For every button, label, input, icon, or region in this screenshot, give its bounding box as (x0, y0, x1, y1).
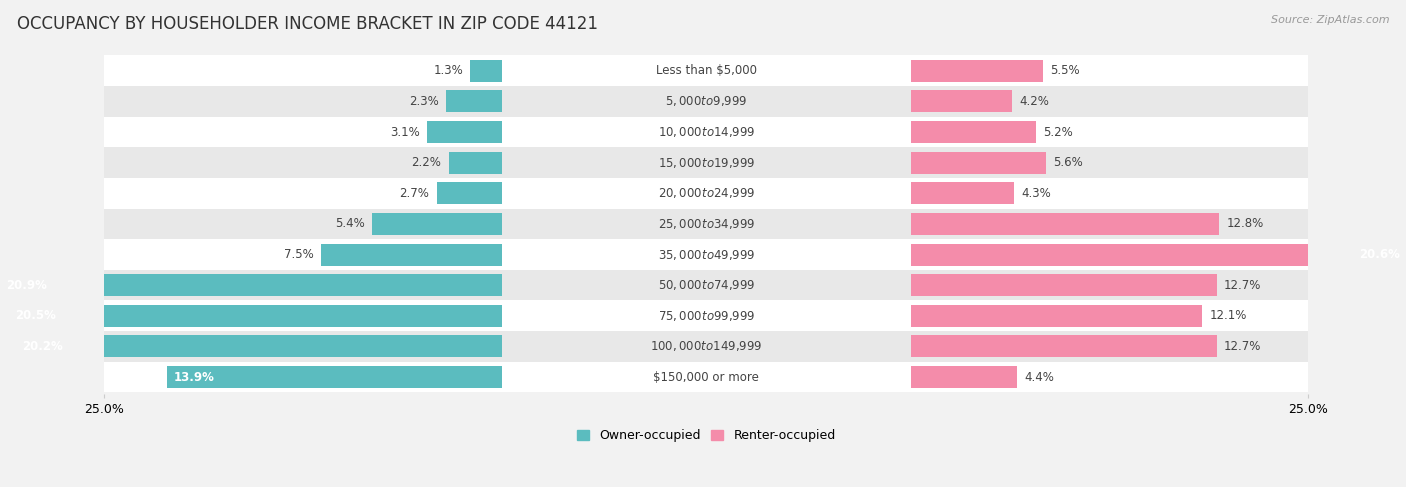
Bar (0, 274, 502, 296)
Bar (911, 244, 1406, 265)
Text: Source: ZipAtlas.com: Source: ZipAtlas.com (1271, 15, 1389, 25)
Text: 4.2%: 4.2% (1019, 95, 1049, 108)
Bar (104, 362, 1308, 393)
Bar (437, 182, 502, 205)
Bar (446, 91, 502, 112)
Bar (427, 121, 502, 143)
Bar (911, 274, 1216, 296)
Bar (104, 56, 1308, 86)
Text: 2.3%: 2.3% (409, 95, 439, 108)
Text: 12.1%: 12.1% (1209, 309, 1247, 322)
Text: 12.8%: 12.8% (1226, 217, 1264, 230)
Text: $25,000 to $34,999: $25,000 to $34,999 (658, 217, 755, 231)
Text: 5.6%: 5.6% (1053, 156, 1083, 169)
Text: 5.4%: 5.4% (335, 217, 364, 230)
Bar (104, 331, 1308, 362)
Bar (911, 366, 1017, 388)
Bar (104, 239, 1308, 270)
Bar (104, 300, 1308, 331)
Bar (449, 151, 502, 174)
Text: 20.5%: 20.5% (15, 309, 56, 322)
Bar (104, 178, 1308, 208)
Text: Less than $5,000: Less than $5,000 (655, 64, 756, 77)
Text: 13.9%: 13.9% (174, 371, 215, 384)
Bar (104, 148, 1308, 178)
Bar (911, 336, 1216, 357)
Text: 12.7%: 12.7% (1223, 340, 1261, 353)
Text: 2.2%: 2.2% (412, 156, 441, 169)
Text: 4.4%: 4.4% (1024, 371, 1054, 384)
Text: 2.7%: 2.7% (399, 187, 429, 200)
Bar (104, 86, 1308, 117)
Text: 7.5%: 7.5% (284, 248, 314, 261)
Bar (321, 244, 502, 265)
Bar (911, 213, 1219, 235)
Bar (167, 366, 502, 388)
Text: $5,000 to $9,999: $5,000 to $9,999 (665, 94, 748, 109)
Text: OCCUPANCY BY HOUSEHOLDER INCOME BRACKET IN ZIP CODE 44121: OCCUPANCY BY HOUSEHOLDER INCOME BRACKET … (17, 15, 598, 33)
Bar (104, 117, 1308, 148)
Text: 20.6%: 20.6% (1358, 248, 1400, 261)
Text: $150,000 or more: $150,000 or more (654, 371, 759, 384)
Bar (911, 182, 1015, 205)
Text: 20.2%: 20.2% (22, 340, 63, 353)
Text: $100,000 to $149,999: $100,000 to $149,999 (650, 339, 762, 354)
Bar (8, 305, 502, 327)
Bar (911, 121, 1036, 143)
Text: 5.5%: 5.5% (1050, 64, 1080, 77)
Text: $35,000 to $49,999: $35,000 to $49,999 (658, 247, 755, 262)
Text: 12.7%: 12.7% (1223, 279, 1261, 292)
Text: $20,000 to $24,999: $20,000 to $24,999 (658, 187, 755, 200)
Text: 1.3%: 1.3% (433, 64, 463, 77)
Bar (911, 305, 1202, 327)
Bar (104, 270, 1308, 300)
Text: $75,000 to $99,999: $75,000 to $99,999 (658, 309, 755, 323)
Bar (911, 60, 1043, 82)
Bar (15, 336, 502, 357)
Bar (104, 208, 1308, 239)
Text: 20.9%: 20.9% (6, 279, 46, 292)
Text: $10,000 to $14,999: $10,000 to $14,999 (658, 125, 755, 139)
Bar (371, 213, 502, 235)
Bar (911, 91, 1012, 112)
Text: 3.1%: 3.1% (389, 126, 420, 139)
Text: 5.2%: 5.2% (1043, 126, 1073, 139)
Text: $50,000 to $74,999: $50,000 to $74,999 (658, 278, 755, 292)
Legend: Owner-occupied, Renter-occupied: Owner-occupied, Renter-occupied (576, 429, 835, 442)
Bar (911, 151, 1046, 174)
Text: 4.3%: 4.3% (1022, 187, 1052, 200)
Text: $15,000 to $19,999: $15,000 to $19,999 (658, 156, 755, 169)
Bar (471, 60, 502, 82)
